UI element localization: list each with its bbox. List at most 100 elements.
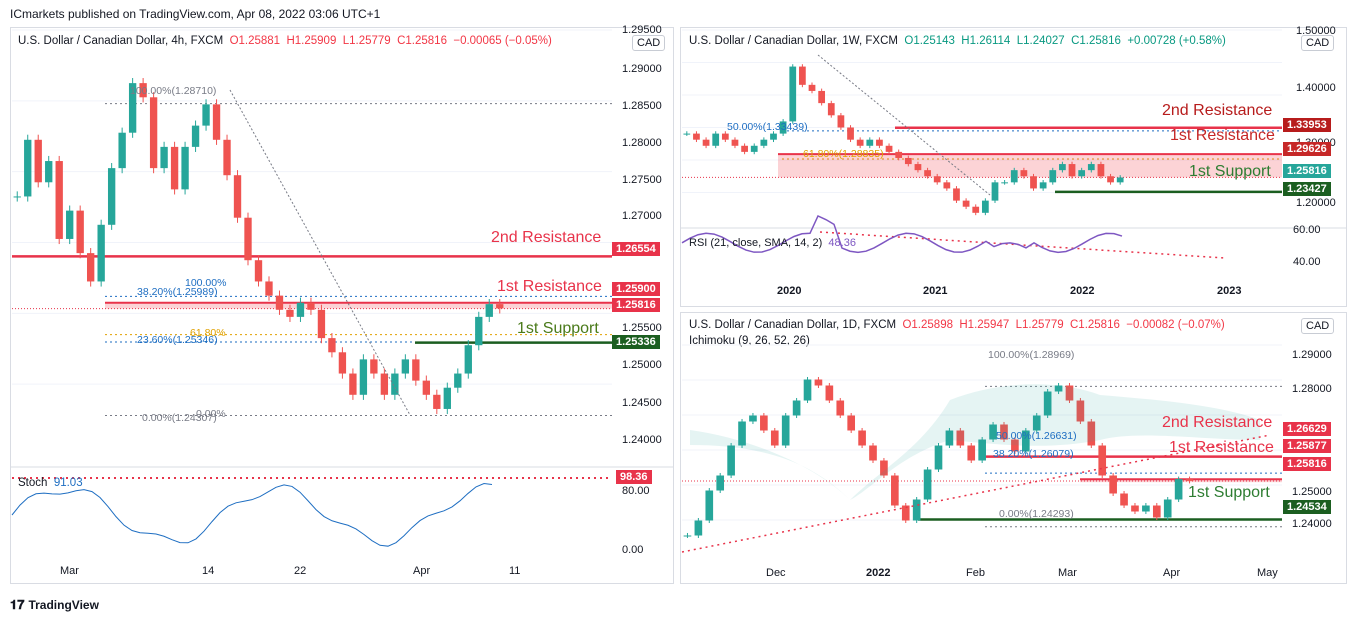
candle-body [721,133,729,140]
level-label-res2: 2nd Resistance [1162,102,1273,119]
stoch-label: Stoch [18,477,48,489]
trend-line [817,54,991,196]
candle-body [749,415,757,422]
publish-header: ICmarkets published on TradingView.com, … [10,7,381,21]
candle-body [705,490,714,521]
symbol-title: U.S. Dollar / Canadian Dollar, 4h, FXCM [18,35,224,47]
price-tick: 1.27500 [622,174,662,186]
ohlc-change: −0.00065 (−0.05%) [453,35,552,47]
time-tick: 2022 [1070,285,1095,297]
time-tick: 2020 [777,285,802,297]
currency-button[interactable]: CAD [1301,35,1335,51]
candle-body [149,97,158,169]
price-tick: 1.50000 [1296,25,1336,37]
fib-label: 100.00%(1.28969) [988,349,1075,361]
candle-body [1152,505,1161,518]
symbol-title: U.S. Dollar / Canadian Dollar, 1D, FXCM [689,319,897,331]
candle-body [943,182,951,189]
candle-body [792,400,801,416]
candle-body [1010,170,1018,183]
currency-button[interactable]: CAD [632,35,666,51]
level-label-res2: 2nd Resistance [1162,414,1273,431]
candle-body [781,415,790,446]
candle-body [727,445,735,476]
candle-body [953,188,960,201]
candle-body [443,387,451,409]
candle-body [1163,499,1172,518]
candle-body [924,170,931,177]
panel-1d-title: U.S. Dollar / Canadian Dollar, 1D, FXCM … [689,319,1225,331]
trend-line [229,89,411,416]
candle-body [1030,176,1037,189]
price-tick: 1.25000 [1292,486,1332,498]
price-tick: 1.28500 [622,100,662,112]
candle-body [223,139,231,176]
candle-body [933,176,941,183]
panel-1w-title: U.S. Dollar / Canadian Dollar, 1W, FXCM … [689,35,1226,47]
time-tick: Mar [60,565,79,577]
rsi-trend-line [819,231,1226,259]
candle-body [1054,385,1063,392]
candle-body [1068,164,1076,177]
ohlc-low: L1.25779 [1015,319,1064,331]
ohlc-close: C1.25816 [397,35,447,47]
candle-body [1116,177,1124,183]
candle-body [45,161,53,183]
candle-body [914,164,922,171]
candle-body [904,157,912,165]
candle-body [866,139,874,146]
candle-body [808,84,816,91]
ohlc-open: O1.25881 [229,35,281,47]
price-tick: 1.24500 [622,397,662,409]
candle-body [359,359,368,395]
fib-label: 61.80%(1.28835) [803,148,884,160]
candle-body [827,103,835,116]
candle-body [858,430,866,446]
candle-body [1059,164,1066,171]
candle-body [1076,400,1085,422]
candle-body [895,151,903,158]
candle-body [716,475,725,491]
ohlc-high: H1.25909 [286,35,337,47]
tradingview-logo[interactable]: 𝟏𝟕 TradingView [10,597,99,613]
rsi-label: RSI (21, close, SMA, 14, 2) [689,237,823,249]
candle-body [1001,182,1008,184]
candle-body [1000,424,1008,440]
ohlc-change: +0.00728 (+0.58%) [1127,35,1226,47]
candle-body [254,260,263,282]
candle-body [1011,439,1019,452]
candle-body [275,295,284,310]
candle-body [128,83,137,133]
panel-4h[interactable] [10,27,674,584]
ohlc-low: L1.24027 [1016,35,1065,47]
trend-line [681,434,1271,553]
candle-body [1107,176,1114,183]
candle-body [683,535,692,537]
candle-body [1087,421,1096,446]
fib-label: 0.00%(1.24293) [999,508,1074,520]
footer-brand: TradingView [28,598,99,612]
price-tick: 1.25500 [622,322,662,334]
resistance-1-zone [778,154,1282,178]
fib-label: 0.00% [196,408,226,420]
price-badge-sup1: 1.25336 [612,335,660,349]
candle-body [97,224,105,282]
candle-body [962,200,970,207]
panel-4h-title: U.S. Dollar / Canadian Dollar, 4h, FXCM … [18,35,552,47]
candle-body [286,309,294,317]
candle-body [433,394,441,409]
candle-body [1109,475,1117,494]
candle-body [181,146,189,190]
currency-button[interactable]: CAD [1301,318,1335,334]
candle-body [989,424,997,440]
price-badge-last: 1.25816 [1283,457,1331,471]
candle-body [1078,170,1086,177]
price-badge-res1: 1.29626 [1283,142,1331,156]
candle-body [770,133,777,140]
price-tick: 1.40000 [1296,82,1336,94]
candle-body [789,66,797,122]
candle-body [837,115,845,128]
